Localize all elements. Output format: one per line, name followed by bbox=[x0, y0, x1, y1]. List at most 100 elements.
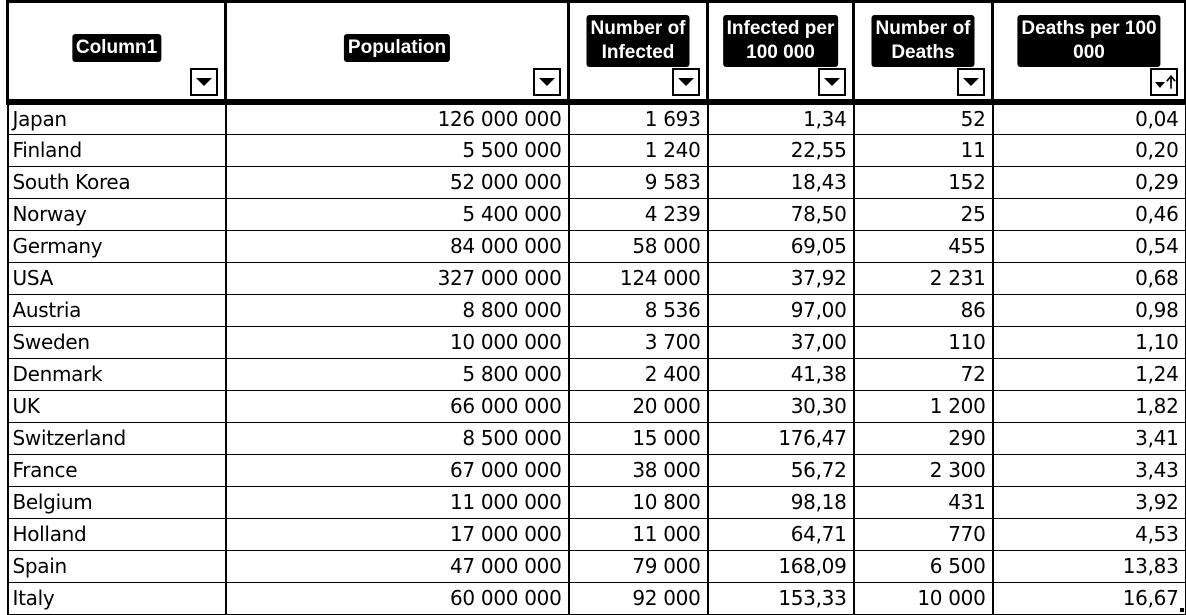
cell-number-of-infected[interactable]: 8 536 bbox=[567, 294, 708, 327]
cell-country[interactable]: Japan bbox=[6, 102, 226, 135]
cell-number-of-infected[interactable]: 3 700 bbox=[567, 326, 708, 359]
filter-dropdown-deaths-per-100000-sorted[interactable] bbox=[1150, 68, 1178, 96]
cell-deaths-per-100000[interactable]: 1,82 bbox=[991, 390, 1186, 423]
cell-number-of-deaths[interactable]: 2 231 bbox=[852, 262, 993, 295]
cell-infected-per-100000[interactable]: 78,50 bbox=[706, 198, 854, 231]
filter-dropdown-number-of-deaths[interactable] bbox=[957, 68, 985, 96]
cell-infected-per-100000[interactable]: 64,71 bbox=[706, 518, 854, 551]
cell-number-of-infected[interactable]: 11 000 bbox=[567, 518, 708, 551]
cell-number-of-deaths[interactable]: 10 000 bbox=[852, 582, 993, 615]
cell-population[interactable]: 52 000 000 bbox=[224, 166, 569, 199]
cell-number-of-deaths[interactable]: 86 bbox=[852, 294, 993, 327]
cell-deaths-per-100000[interactable]: 1,24 bbox=[991, 358, 1186, 391]
cell-deaths-per-100000[interactable]: 0,54 bbox=[991, 230, 1186, 263]
cell-deaths-per-100000[interactable]: 16,67 bbox=[991, 582, 1186, 615]
cell-number-of-infected[interactable]: 15 000 bbox=[567, 422, 708, 455]
filter-dropdown-population[interactable] bbox=[533, 68, 561, 96]
cell-number-of-deaths[interactable]: 431 bbox=[852, 486, 993, 519]
cell-number-of-deaths[interactable]: 52 bbox=[852, 102, 993, 135]
cell-deaths-per-100000[interactable]: 0,46 bbox=[991, 198, 1186, 231]
cell-country[interactable]: Germany bbox=[6, 230, 226, 263]
cell-infected-per-100000[interactable]: 18,43 bbox=[706, 166, 854, 199]
cell-population[interactable]: 66 000 000 bbox=[224, 390, 569, 423]
cell-population[interactable]: 5 400 000 bbox=[224, 198, 569, 231]
cell-country[interactable]: Switzerland bbox=[6, 422, 226, 455]
filter-dropdown-infected-per-100000[interactable] bbox=[818, 68, 846, 96]
cell-population[interactable]: 47 000 000 bbox=[224, 550, 569, 583]
cell-number-of-deaths[interactable]: 770 bbox=[852, 518, 993, 551]
cell-number-of-deaths[interactable]: 25 bbox=[852, 198, 993, 231]
cell-infected-per-100000[interactable]: 41,38 bbox=[706, 358, 854, 391]
cell-country[interactable]: Italy bbox=[6, 582, 226, 615]
cell-country[interactable]: Spain bbox=[6, 550, 226, 583]
cell-infected-per-100000[interactable]: 98,18 bbox=[706, 486, 854, 519]
cell-infected-per-100000[interactable]: 1,34 bbox=[706, 102, 854, 135]
cell-number-of-infected[interactable]: 20 000 bbox=[567, 390, 708, 423]
cell-country[interactable]: Belgium bbox=[6, 486, 226, 519]
cell-infected-per-100000[interactable]: 69,05 bbox=[706, 230, 854, 263]
cell-country[interactable]: South Korea bbox=[6, 166, 226, 199]
cell-number-of-infected[interactable]: 10 800 bbox=[567, 486, 708, 519]
cell-country[interactable]: Austria bbox=[6, 294, 226, 327]
cell-population[interactable]: 327 000 000 bbox=[224, 262, 569, 295]
cell-infected-per-100000[interactable]: 30,30 bbox=[706, 390, 854, 423]
cell-infected-per-100000[interactable]: 168,09 bbox=[706, 550, 854, 583]
cell-deaths-per-100000[interactable]: 13,83 bbox=[991, 550, 1186, 583]
cell-country[interactable]: Sweden bbox=[6, 326, 226, 359]
table-resize-handle-icon[interactable] bbox=[1176, 604, 1184, 612]
cell-deaths-per-100000[interactable]: 0,20 bbox=[991, 134, 1186, 167]
cell-number-of-deaths[interactable]: 290 bbox=[852, 422, 993, 455]
cell-number-of-deaths[interactable]: 455 bbox=[852, 230, 993, 263]
cell-country[interactable]: USA bbox=[6, 262, 226, 295]
cell-deaths-per-100000[interactable]: 0,04 bbox=[991, 102, 1186, 135]
cell-population[interactable]: 67 000 000 bbox=[224, 454, 569, 487]
cell-number-of-deaths[interactable]: 72 bbox=[852, 358, 993, 391]
cell-infected-per-100000[interactable]: 97,00 bbox=[706, 294, 854, 327]
cell-number-of-infected[interactable]: 2 400 bbox=[567, 358, 708, 391]
cell-population[interactable]: 60 000 000 bbox=[224, 582, 569, 615]
cell-infected-per-100000[interactable]: 37,92 bbox=[706, 262, 854, 295]
cell-number-of-deaths[interactable]: 1 200 bbox=[852, 390, 993, 423]
cell-population[interactable]: 11 000 000 bbox=[224, 486, 569, 519]
cell-infected-per-100000[interactable]: 153,33 bbox=[706, 582, 854, 615]
cell-country[interactable]: France bbox=[6, 454, 226, 487]
cell-population[interactable]: 8 500 000 bbox=[224, 422, 569, 455]
cell-number-of-infected[interactable]: 4 239 bbox=[567, 198, 708, 231]
cell-number-of-deaths[interactable]: 6 500 bbox=[852, 550, 993, 583]
cell-number-of-infected[interactable]: 58 000 bbox=[567, 230, 708, 263]
cell-population[interactable]: 126 000 000 bbox=[224, 102, 569, 135]
cell-number-of-infected[interactable]: 38 000 bbox=[567, 454, 708, 487]
cell-population[interactable]: 8 800 000 bbox=[224, 294, 569, 327]
filter-dropdown-column1[interactable] bbox=[190, 68, 218, 96]
cell-number-of-deaths[interactable]: 11 bbox=[852, 134, 993, 167]
cell-number-of-deaths[interactable]: 2 300 bbox=[852, 454, 993, 487]
cell-deaths-per-100000[interactable]: 1,10 bbox=[991, 326, 1186, 359]
cell-infected-per-100000[interactable]: 22,55 bbox=[706, 134, 854, 167]
cell-deaths-per-100000[interactable]: 3,41 bbox=[991, 422, 1186, 455]
cell-population[interactable]: 5 500 000 bbox=[224, 134, 569, 167]
cell-population[interactable]: 10 000 000 bbox=[224, 326, 569, 359]
cell-country[interactable]: Denmark bbox=[6, 358, 226, 391]
cell-number-of-deaths[interactable]: 110 bbox=[852, 326, 993, 359]
cell-deaths-per-100000[interactable]: 4,53 bbox=[991, 518, 1186, 551]
cell-infected-per-100000[interactable]: 56,72 bbox=[706, 454, 854, 487]
cell-deaths-per-100000[interactable]: 0,68 bbox=[991, 262, 1186, 295]
cell-deaths-per-100000[interactable]: 0,98 bbox=[991, 294, 1186, 327]
cell-number-of-infected[interactable]: 79 000 bbox=[567, 550, 708, 583]
cell-infected-per-100000[interactable]: 37,00 bbox=[706, 326, 854, 359]
cell-number-of-infected[interactable]: 1 240 bbox=[567, 134, 708, 167]
cell-country[interactable]: Finland bbox=[6, 134, 226, 167]
cell-population[interactable]: 17 000 000 bbox=[224, 518, 569, 551]
cell-deaths-per-100000[interactable]: 3,43 bbox=[991, 454, 1186, 487]
cell-deaths-per-100000[interactable]: 3,92 bbox=[991, 486, 1186, 519]
cell-population[interactable]: 84 000 000 bbox=[224, 230, 569, 263]
filter-dropdown-number-of-infected[interactable] bbox=[672, 68, 700, 96]
cell-country[interactable]: Norway bbox=[6, 198, 226, 231]
cell-infected-per-100000[interactable]: 176,47 bbox=[706, 422, 854, 455]
cell-number-of-infected[interactable]: 9 583 bbox=[567, 166, 708, 199]
cell-number-of-infected[interactable]: 92 000 bbox=[567, 582, 708, 615]
cell-number-of-infected[interactable]: 124 000 bbox=[567, 262, 708, 295]
cell-country[interactable]: Holland bbox=[6, 518, 226, 551]
cell-number-of-deaths[interactable]: 152 bbox=[852, 166, 993, 199]
cell-number-of-infected[interactable]: 1 693 bbox=[567, 102, 708, 135]
